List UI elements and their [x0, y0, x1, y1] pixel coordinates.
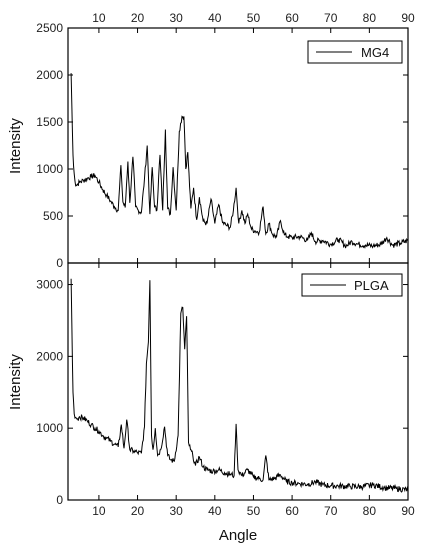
bottom-ytick-label: 2000 [36, 349, 63, 363]
bottom-y-axis: 0 1000 2000 3000 [36, 278, 408, 507]
top-xtick-label: 90 [401, 11, 415, 25]
bottom-ytick-label: 0 [56, 493, 63, 507]
top-xtick-label: 20 [131, 11, 145, 25]
bottom-xtick-label: 80 [363, 504, 377, 518]
bottom-y-axis-title: Intensity [7, 354, 24, 410]
top-series-line-mg4 [70, 73, 409, 249]
top-legend-label: MG4 [361, 45, 389, 60]
bottom-xtick-label: 50 [247, 504, 261, 518]
bottom-ytick-label: 3000 [36, 278, 63, 292]
bottom-xtick-label: 60 [285, 504, 299, 518]
bottom-xtick-label: 70 [324, 504, 338, 518]
top-ytick-label: 0 [56, 256, 63, 270]
bottom-ytick-label: 1000 [36, 421, 63, 435]
bottom-legend: PLGA [301, 273, 403, 297]
top-ytick-label: 500 [43, 209, 63, 223]
bottom-plot-frame [67, 262, 409, 501]
top-xtick-label: 30 [170, 11, 184, 25]
top-xtick-label: 40 [208, 11, 222, 25]
bottom-x-axis-title: Angle [219, 527, 257, 544]
top-xtick-label: 60 [285, 11, 299, 25]
bottom-xtick-label: 40 [208, 504, 222, 518]
bottom-xtick-label: 20 [131, 504, 145, 518]
top-x-axis-top: 10 20 30 40 50 60 70 80 90 [92, 11, 415, 263]
panel-bottom: 0 1000 2000 3000 10 20 30 40 50 60 70 80 90 PLGA In… [7, 262, 415, 544]
bottom-xtick-label: 10 [92, 504, 106, 518]
top-y-axis: 0 500 1000 1500 2000 2500 [36, 21, 408, 270]
bottom-xtick-label: 30 [170, 504, 184, 518]
top-xtick-label: 10 [92, 11, 106, 25]
top-xtick-label: 80 [363, 11, 377, 25]
top-ytick-label: 1000 [36, 162, 63, 176]
top-xtick-label: 50 [247, 11, 261, 25]
top-ytick-label: 2000 [36, 68, 63, 82]
bottom-legend-label: PLGA [354, 278, 389, 293]
top-ytick-label: 1500 [36, 115, 63, 129]
bottom-legend-box [301, 273, 403, 297]
bottom-series-line-plga [70, 278, 409, 493]
top-legend-box [307, 40, 403, 64]
bottom-x-axis: 10 20 30 40 50 60 70 80 90 [92, 263, 415, 518]
top-xtick-label: 70 [324, 11, 338, 25]
bottom-xtick-label: 90 [401, 504, 415, 518]
top-legend: MG4 [307, 40, 403, 64]
top-y-axis-title: Intensity [7, 118, 24, 174]
top-ytick-label: 2500 [36, 21, 63, 35]
